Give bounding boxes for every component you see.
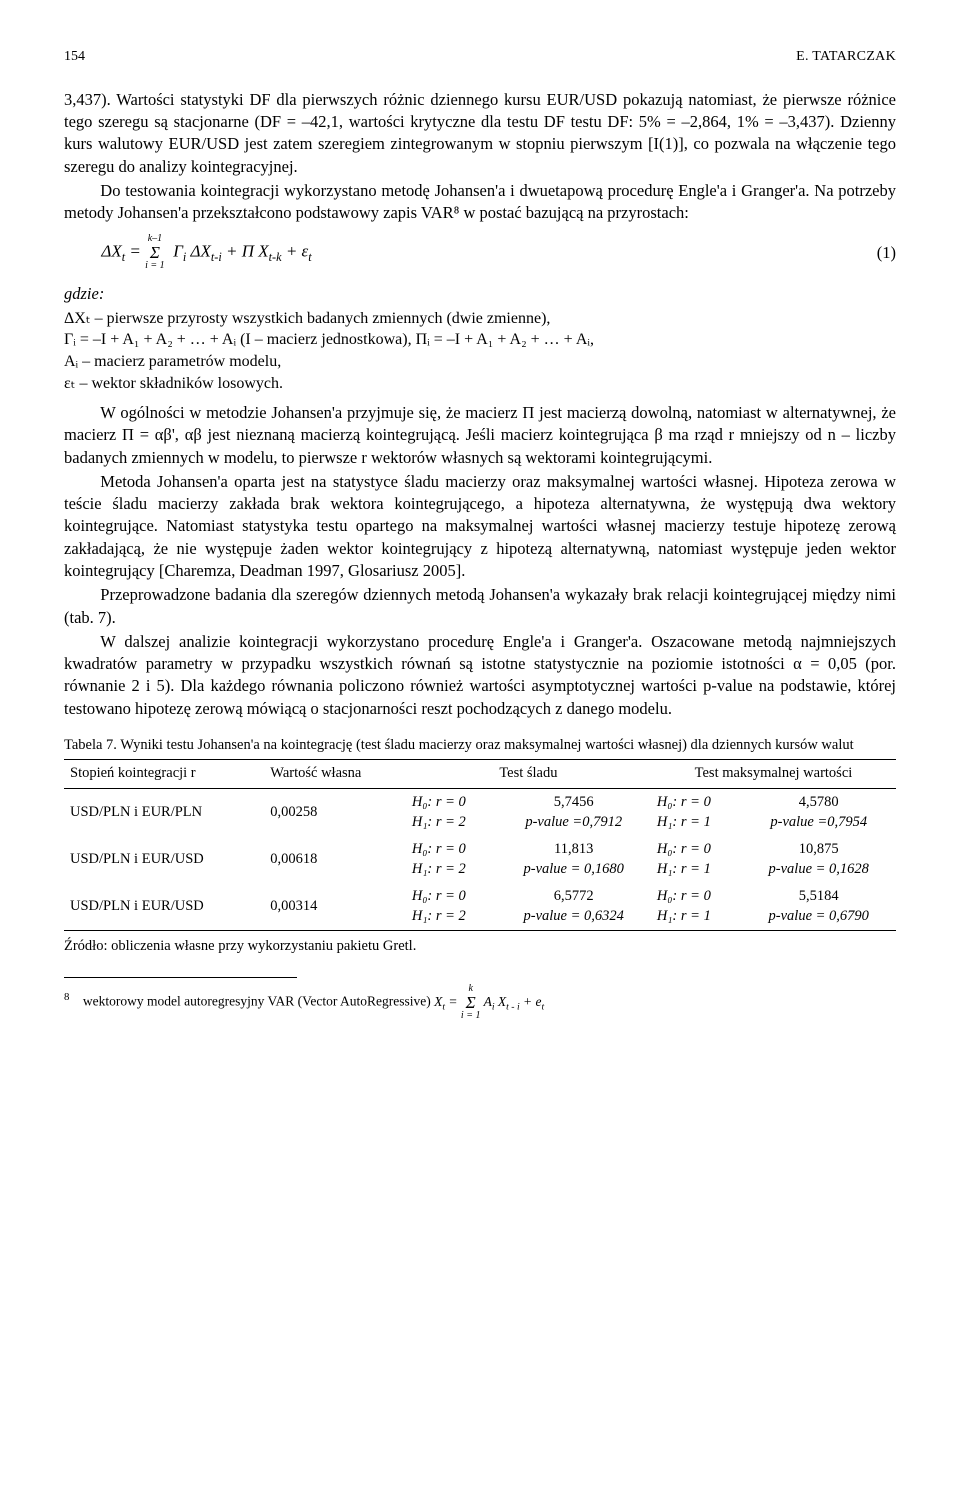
page-header: 154 E. TATARCZAK bbox=[64, 48, 896, 67]
paragraph-3: W ogólności w metodzie Johansen'a przyjm… bbox=[64, 402, 896, 469]
equation-1-number: (1) bbox=[877, 242, 896, 264]
table-row: USD/PLN i EUR/PLN0,00258H₀: r = 0H₁: r =… bbox=[64, 788, 896, 836]
cell-eigen: 0,00258 bbox=[264, 788, 406, 836]
cell-pair: USD/PLN i EUR/USD bbox=[64, 883, 264, 931]
where-label: gdzie: bbox=[64, 283, 896, 305]
cell-trace-val: 6,5772p-value = 0,6324 bbox=[496, 883, 650, 931]
paragraph-4: Metoda Johansen'a oparta jest na statyst… bbox=[64, 471, 896, 582]
sigma-symbol: k–1 Σ i = 1 bbox=[145, 234, 165, 271]
table-7: Stopień kointegracji r Wartość własna Te… bbox=[64, 759, 896, 931]
footnote-eq: Xt = k Σ i = 1 Ai Xt - i + et bbox=[434, 994, 544, 1009]
cell-trace-hyp: H₀: r = 0H₁: r = 2 bbox=[406, 788, 497, 836]
footnote-rule bbox=[64, 977, 297, 982]
cell-max-hyp: H₀: r = 0H₁: r = 1 bbox=[651, 836, 742, 883]
col-eigen: Wartość własna bbox=[264, 760, 406, 789]
page-number: 154 bbox=[64, 48, 85, 67]
cell-eigen: 0,00618 bbox=[264, 836, 406, 883]
def-2: Γᵢ = –I + A₁ + A₂ + … + Aᵢ (I – macierz … bbox=[64, 329, 896, 351]
cell-trace-hyp: H₀: r = 0H₁: r = 2 bbox=[406, 836, 497, 883]
table-7-caption: Tabela 7. Wyniki testu Johansen'a na koi… bbox=[64, 736, 896, 756]
cell-max-val: 5,5184p-value = 0,6790 bbox=[741, 883, 896, 931]
equation-1: ΔXt = k–1 Σ i = 1 Γi ΔXt-i + Π Xt-k + εt bbox=[64, 234, 312, 271]
table-header-row: Stopień kointegracji r Wartość własna Te… bbox=[64, 760, 896, 789]
footnote-number: 8 bbox=[64, 991, 69, 1003]
eq-delta-x: ΔX bbox=[101, 242, 121, 261]
paragraph-2: Do testowania kointegracji wykorzystano … bbox=[64, 180, 896, 225]
cell-pair: USD/PLN i EUR/USD bbox=[64, 836, 264, 883]
cell-trace-val: 5,7456p-value =0,7912 bbox=[496, 788, 650, 836]
sigma-lower: i = 1 bbox=[145, 261, 165, 271]
col-degree: Stopień kointegracji r bbox=[64, 760, 264, 789]
author-name: E. TATARCZAK bbox=[796, 48, 896, 67]
cell-trace-val: 11,813p-value = 0,1680 bbox=[496, 836, 650, 883]
paragraph-1: 3,437). Wartości statystyki DF dla pierw… bbox=[64, 89, 896, 178]
cell-max-val: 10,875p-value = 0,1628 bbox=[741, 836, 896, 883]
definitions-block: ΔXₜ – pierwsze przyrosty wszystkich bada… bbox=[64, 308, 896, 394]
def-1: ΔXₜ – pierwsze przyrosty wszystkich bada… bbox=[64, 308, 896, 330]
footnote-8: 8 wektorowy model autoregresyjny VAR (Ve… bbox=[64, 984, 896, 1021]
cell-trace-hyp: H₀: r = 0H₁: r = 2 bbox=[406, 883, 497, 931]
table-7-source: Źródło: obliczenia własne przy wykorzyst… bbox=[64, 937, 896, 957]
paragraph-5: Przeprowadzone badania dla szeregów dzie… bbox=[64, 584, 896, 629]
def-4: εₜ – wektor składników losowych. bbox=[64, 373, 896, 395]
table-row: USD/PLN i EUR/USD0,00618H₀: r = 0H₁: r =… bbox=[64, 836, 896, 883]
cell-eigen: 0,00314 bbox=[264, 883, 406, 931]
cell-max-hyp: H₀: r = 0H₁: r = 1 bbox=[651, 788, 742, 836]
cell-pair: USD/PLN i EUR/PLN bbox=[64, 788, 264, 836]
footnote-sigma-lower: i = 1 bbox=[461, 1011, 481, 1021]
paragraph-6: W dalszej analizie kointegracji wykorzys… bbox=[64, 631, 896, 720]
col-trace: Test śladu bbox=[406, 760, 651, 789]
footnote-sigma: k Σ i = 1 bbox=[461, 984, 481, 1021]
table-row: USD/PLN i EUR/USD0,00314H₀: r = 0H₁: r =… bbox=[64, 883, 896, 931]
cell-max-hyp: H₀: r = 0H₁: r = 1 bbox=[651, 883, 742, 931]
cell-max-val: 4,5780p-value =0,7954 bbox=[741, 788, 896, 836]
def-3: Aᵢ – macierz parametrów modelu, bbox=[64, 351, 896, 373]
footnote-text: wektorowy model autoregresyjny VAR (Vect… bbox=[83, 994, 434, 1009]
footnote-sigma-glyph: Σ bbox=[461, 994, 481, 1011]
sigma-glyph: Σ bbox=[145, 244, 165, 261]
col-max: Test maksymalnej wartości bbox=[651, 760, 896, 789]
equation-1-block: ΔXt = k–1 Σ i = 1 Γi ΔXt-i + Π Xt-k + εt… bbox=[64, 234, 896, 271]
